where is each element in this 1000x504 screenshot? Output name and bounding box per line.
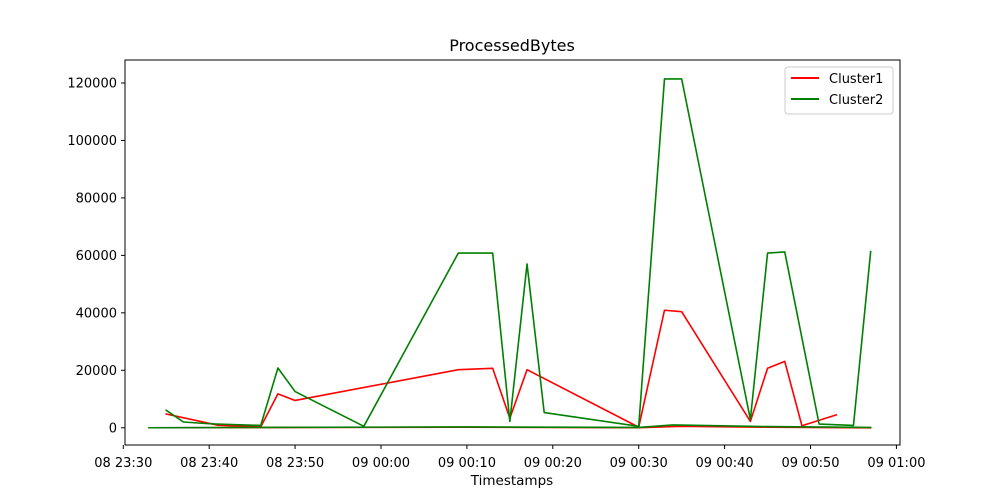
series-layer bbox=[148, 78, 872, 429]
y-tick-label: 40000 bbox=[76, 306, 117, 321]
y-tick-label: 0 bbox=[109, 421, 117, 436]
y-tick-label: 20000 bbox=[76, 364, 117, 379]
x-tick-label: 09 00:20 bbox=[524, 456, 582, 471]
y-tick-label: 120000 bbox=[67, 76, 117, 91]
x-tick-label: 09 00:00 bbox=[352, 456, 410, 471]
x-tick-label: 08 23:40 bbox=[180, 456, 238, 471]
series-line-cluster2-2 bbox=[148, 424, 872, 429]
y-axis: 0 20000 40000 60000 80000 100000 120000 bbox=[67, 76, 125, 436]
x-axis-title: Timestamps bbox=[470, 473, 553, 489]
legend-label-cluster2: Cluster2 bbox=[829, 93, 883, 108]
x-tick-label: 09 00:40 bbox=[696, 456, 754, 471]
y-tick-label: 80000 bbox=[76, 191, 117, 206]
x-tick-label: 09 00:30 bbox=[610, 456, 668, 471]
y-tick-label: 60000 bbox=[76, 249, 117, 264]
x-tick-label: 08 23:50 bbox=[266, 456, 324, 471]
legend: Cluster1 Cluster2 bbox=[784, 66, 894, 115]
plot-frame bbox=[124, 59, 901, 446]
x-tick-label: 09 00:50 bbox=[781, 456, 839, 471]
x-tick-label: 08 23:30 bbox=[94, 456, 152, 471]
series-line-cluster2-1 bbox=[165, 78, 872, 428]
chart-title: ProcessedBytes bbox=[449, 36, 575, 55]
series-line-cluster1-1 bbox=[165, 309, 838, 428]
x-tick-label: 09 01:00 bbox=[867, 456, 925, 471]
x-tick-label: 09 00:10 bbox=[438, 456, 496, 471]
legend-label-cluster1: Cluster1 bbox=[829, 72, 883, 87]
y-tick-label: 100000 bbox=[67, 134, 117, 149]
x-axis: 08 23:30 08 23:40 08 23:50 09 00:00 09 00:10… bbox=[94, 445, 925, 471]
